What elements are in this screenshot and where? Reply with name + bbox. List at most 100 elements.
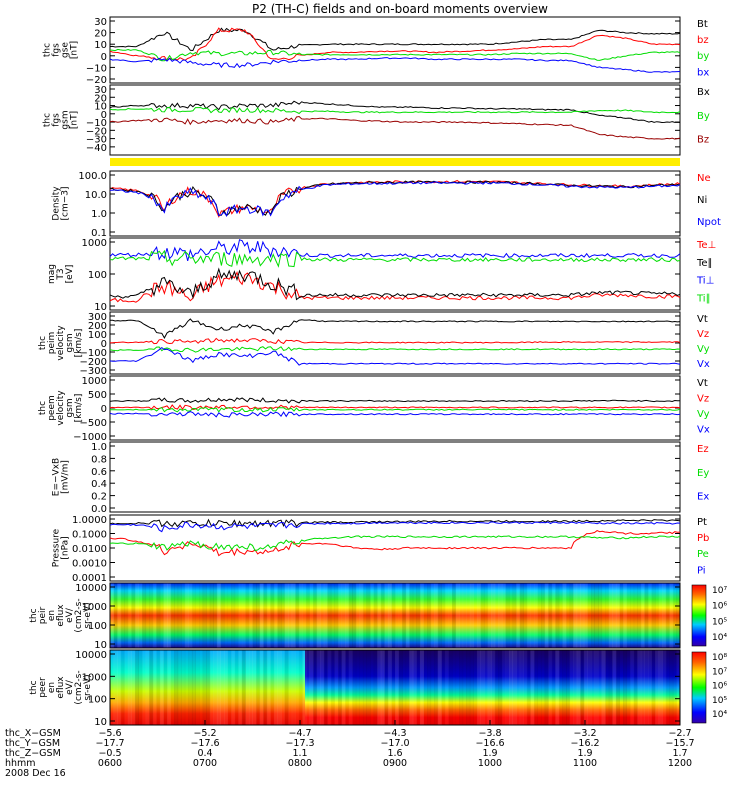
spectrogram-column: [138, 583, 143, 648]
y-axis-label-line: velocity: [56, 325, 66, 361]
legend-Ex: Ex: [697, 492, 709, 503]
spectrogram-column: [437, 650, 442, 725]
spectrogram-column: [284, 583, 289, 648]
y-axis-label-line: peir: [38, 606, 48, 624]
spectrogram-column: [188, 650, 193, 725]
spectrogram-column: [359, 583, 364, 648]
spectrogram-column: [466, 650, 471, 725]
y-axis-label-line: fgs: [52, 43, 62, 57]
series-line-Vx: [109, 411, 681, 418]
spectrogram-column: [273, 583, 278, 648]
spectrogram-column: [259, 583, 264, 648]
y-axis-label-line: thc: [43, 113, 53, 127]
spectrogram-column: [281, 650, 286, 725]
y-axis-label-line: thc: [29, 608, 39, 622]
y-tick-label: 10: [94, 640, 107, 651]
spectrogram-column: [266, 650, 271, 725]
spectrogram-column: [623, 583, 628, 648]
spectrogram-column: [156, 650, 161, 725]
y-tick-label: 1000: [82, 376, 107, 387]
y-tick-label: 10000: [75, 650, 107, 661]
spectrogram-column: [626, 650, 631, 725]
spectrogram-column: [633, 650, 638, 725]
legend-By: By: [697, 111, 710, 122]
series-line-Vx: [109, 346, 681, 366]
y-tick-label: 0: [101, 404, 107, 415]
spectrogram-column: [612, 650, 617, 725]
spectrogram-column: [647, 583, 652, 648]
spectrogram-column: [305, 583, 310, 648]
spectrogram-column: [537, 650, 542, 725]
spectrogram-column: [662, 650, 667, 725]
spectrogram-column: [184, 583, 189, 648]
spectrogram-column: [455, 583, 460, 648]
y-tick-label: −100: [80, 348, 107, 359]
y-axis-label-line: thc: [29, 680, 39, 694]
y-tick-label: 20: [94, 29, 107, 40]
spectrogram-column: [655, 650, 660, 725]
spectrogram-column: [519, 583, 524, 648]
spectrogram-column: [402, 583, 407, 648]
series-line-by: [109, 48, 681, 62]
y-axis-label-line: en: [47, 682, 57, 693]
spectrogram-column: [530, 583, 535, 648]
panel-peem_velocity: 1000 500 0 −500 −1000 thc peem velocity gsm [km/s…: [38, 375, 710, 443]
spectrogram-column: [541, 650, 546, 725]
legend-Vz: Vz: [697, 394, 709, 405]
y-tick-label: 0.1000: [72, 530, 107, 541]
spectrogram-column: [195, 583, 200, 648]
y-tick-label: 1000: [82, 672, 107, 683]
spectrogram-column: [580, 650, 585, 725]
spectrogram-column: [298, 583, 303, 648]
y-tick-label: 10: [94, 40, 107, 51]
spectrogram-column: [305, 650, 310, 725]
date-label: 2008 Dec 16: [5, 768, 66, 779]
spectrogram-column: [195, 650, 200, 725]
x-row-value: −17.6: [190, 738, 219, 749]
spectrogram-column: [227, 583, 232, 648]
x-row-label: hhmm: [5, 758, 36, 769]
spectrogram-column: [149, 583, 154, 648]
y-tick-label: −200: [80, 357, 107, 368]
spectrogram-column: [452, 650, 457, 725]
x-row-value: −16.2: [570, 738, 599, 749]
spectrogram-column: [373, 650, 378, 725]
spectrogram-column: [419, 650, 424, 725]
spectrogram-column: [583, 583, 588, 648]
y-axis-label-line: Pressure: [52, 528, 62, 567]
y-axis-label-line: [nT]: [70, 41, 80, 59]
legend-Ey: Ey: [697, 468, 709, 479]
spectrogram-column: [241, 650, 246, 725]
spectrogram-column: [551, 650, 556, 725]
panel-efield: 1.00.8 0.60.4 0.20.0 E=−VxB [mV/m] Ez Ey Ex: [52, 441, 709, 515]
spectrogram-column: [288, 650, 293, 725]
spectrogram-column: [587, 583, 592, 648]
spectrogram-column: [590, 583, 595, 648]
spectrogram-column: [220, 583, 225, 648]
spectrogram-column: [548, 650, 553, 725]
series-line-Ti⊥: [109, 239, 681, 262]
spectrogram-column: [131, 583, 136, 648]
spectrogram-column: [256, 583, 261, 648]
spectrogram-column: [459, 650, 464, 725]
y-tick-label: −20: [86, 75, 107, 86]
spectrogram-column: [444, 583, 449, 648]
spectrogram-column: [377, 583, 382, 648]
x-row-value: 1.7: [672, 748, 687, 759]
spectrogram-column: [206, 650, 211, 725]
spectrogram-column: [526, 650, 531, 725]
legend-Pt: Pt: [697, 517, 707, 528]
y-axis-label-line: peem: [47, 395, 57, 421]
spectrogram-column: [395, 650, 400, 725]
legend-Npot: Npot: [697, 217, 721, 228]
spectrogram-column: [142, 583, 147, 648]
x-row-value: −0.5: [98, 748, 121, 759]
spectrogram-column: [533, 583, 538, 648]
spectrogram-column: [113, 650, 118, 725]
spectrogram-column: [615, 650, 620, 725]
spectrogram-column: [323, 583, 328, 648]
spectrogram-column: [362, 583, 367, 648]
x-row-value: −15.7: [665, 738, 694, 749]
